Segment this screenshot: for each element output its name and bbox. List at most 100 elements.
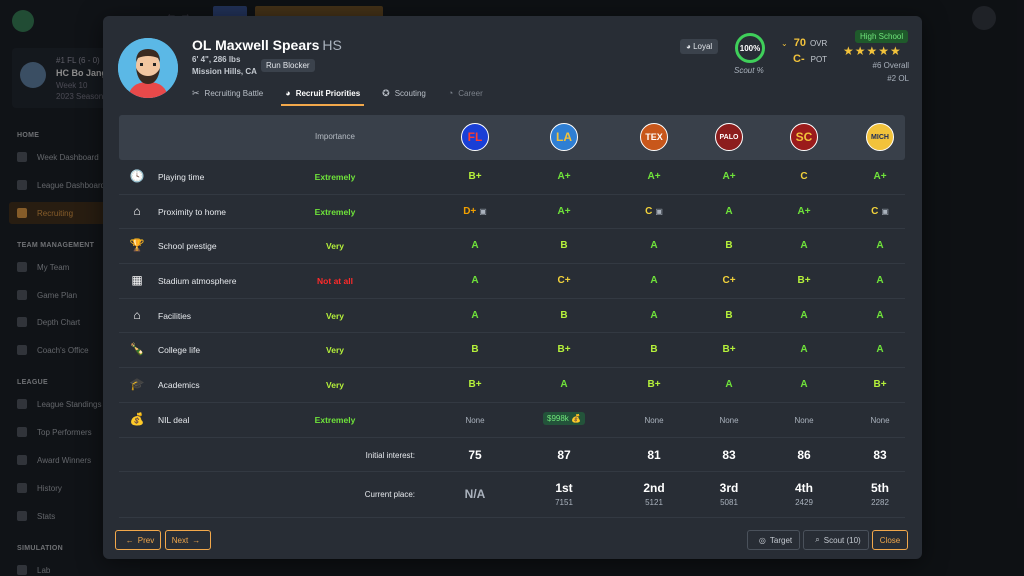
grade-cell: A	[850, 240, 910, 251]
player-hometown: Mission Hills, CA	[192, 67, 257, 76]
grade-value: A+	[797, 205, 811, 217]
grade-value: B	[725, 309, 733, 321]
grade-cell: A+	[534, 171, 594, 182]
nav-recruiting[interactable]: Recruiting	[9, 202, 133, 224]
initial-interest-row: Initial interest: 75 87 81 83 86 83	[119, 438, 905, 472]
grade-cell: None	[870, 415, 890, 425]
nav-label: Game Plan	[37, 290, 78, 300]
grade-cell: C ▣	[850, 206, 910, 217]
current-points-value: 2282	[871, 497, 889, 507]
grade-value: C+	[722, 275, 736, 287]
grade-cell: D+ ▣	[445, 206, 505, 217]
section-home: HOME	[17, 132, 40, 139]
trait-badge: ◕ Loyal	[680, 39, 719, 54]
nav-history[interactable]: History	[17, 477, 133, 499]
grade-cell: B+	[445, 379, 505, 390]
grade-cell: A	[850, 344, 910, 355]
grade-value: B	[560, 309, 568, 321]
initial-interest-value: 86	[797, 447, 811, 462]
tab-recruiting-battle[interactable]: ✂ Recruiting Battle	[192, 84, 263, 102]
importance-value: Very	[326, 241, 344, 252]
grade-cell: A	[699, 379, 759, 390]
grade-cell: None	[465, 415, 485, 425]
tab-career[interactable]: ◔ Career	[448, 84, 483, 102]
grade-cell: C	[774, 171, 834, 182]
nav-week-dashboard[interactable]: Week Dashboard	[17, 146, 133, 168]
player-avatar	[118, 38, 178, 98]
grade-value: A	[876, 240, 884, 252]
scout-label: Scout (10)	[823, 535, 861, 545]
grade-cell: A	[534, 379, 594, 390]
grade-cell: A	[774, 344, 834, 355]
importance-value: Extremely	[314, 414, 356, 425]
school-logo-tex[interactable]: TEX	[640, 123, 668, 151]
target-button[interactable]: ◎ Target	[747, 530, 800, 550]
grade-value: A	[650, 309, 658, 321]
priority-icon: 🏆	[129, 238, 145, 253]
school-logo-sc[interactable]: SC	[790, 123, 818, 151]
grade-value: A	[800, 309, 808, 321]
close-button[interactable]: Close	[872, 530, 908, 550]
grade-cell: B+	[699, 344, 759, 355]
school-logo-la[interactable]: LA	[550, 123, 578, 151]
arrow-right-icon: →	[192, 535, 201, 545]
award-icon	[17, 455, 27, 465]
trait-icon: ◕	[686, 42, 694, 51]
recruiting-icon	[17, 208, 27, 218]
grade-value: A	[876, 344, 884, 356]
coach-avatar	[20, 62, 46, 88]
grade-value: B	[725, 240, 733, 252]
table-row: ▦ Stadium atmosphere Not at all A C+ A C+ B+ A	[119, 264, 905, 299]
nil-offer-badge: $998k 💰	[543, 411, 585, 425]
season-label: 2023 Season	[56, 92, 104, 101]
priority-label: NIL deal	[158, 414, 190, 425]
standings-icon	[17, 399, 27, 409]
nav-depth-chart[interactable]: Depth Chart	[17, 311, 133, 333]
tv-icon: ▣	[881, 206, 889, 216]
nav-my-team[interactable]: My Team	[17, 256, 133, 278]
target-label: Target	[769, 535, 793, 545]
nav-label: League Standings	[37, 399, 102, 409]
grade-value: B+	[647, 379, 661, 391]
grade-value: B	[471, 344, 479, 356]
scout-button[interactable]: ⌕ Scout (10)	[803, 530, 869, 550]
nav-game-plan[interactable]: Game Plan	[17, 284, 133, 306]
prev-button[interactable]: ← Prev	[115, 530, 161, 550]
team-card[interactable]: #1 FL (6 - 0) HC Bo Jangle Week 10 2023 …	[12, 48, 130, 108]
grade-value: A+	[557, 205, 571, 217]
app-logo-icon	[12, 10, 34, 32]
school-logo-mich[interactable]: MICH	[866, 123, 894, 151]
nav-league-standings[interactable]: League Standings	[17, 393, 133, 415]
nav-lab[interactable]: Lab	[17, 559, 133, 576]
importance-value: Not at all	[317, 276, 353, 287]
dashboard-icon	[17, 180, 27, 190]
tab-scouting[interactable]: ✪ Scouting	[382, 84, 426, 102]
next-button[interactable]: Next →	[165, 530, 211, 550]
nav-league-dashboard[interactable]: League Dashboard	[17, 174, 133, 196]
tab-label: Scouting	[394, 88, 426, 98]
initial-interest-value: 81	[647, 447, 661, 462]
scout-percent-ring: 100%	[735, 33, 765, 63]
tab-recruit-priorities[interactable]: ◕ Recruit Priorities	[281, 84, 365, 106]
nav-top-performers[interactable]: Top Performers	[17, 421, 133, 443]
calendar-icon	[17, 152, 27, 162]
school-logo-palo[interactable]: PALO	[715, 123, 743, 151]
grade-cell: A	[850, 275, 910, 286]
section-simulation: SIMULATION	[17, 545, 64, 552]
nav-coachs-office[interactable]: Coach's Office	[17, 339, 133, 361]
nav-stats[interactable]: Stats	[17, 505, 133, 527]
school-logo-fl[interactable]: FL	[461, 123, 489, 151]
grade-value: A	[650, 275, 658, 287]
grade-value: A	[876, 275, 884, 287]
grade-value: B+	[468, 379, 482, 391]
importance-value: Very	[326, 380, 344, 391]
table-row: 🏆 School prestige Very A B A B A A	[119, 229, 905, 265]
importance-value: Very	[326, 345, 344, 356]
priority-label: Stadium atmosphere	[158, 276, 237, 287]
nav-award-winners[interactable]: Award Winners	[17, 449, 133, 471]
grade-cell: A	[699, 206, 759, 217]
grade-cell: B	[699, 310, 759, 321]
current-place-row: Current place: N/A 1st 7151 2nd 5121 3rd 5081 4…	[119, 472, 905, 518]
chevron-down-icon: ⌄	[781, 38, 788, 48]
priority-label: Academics	[158, 380, 200, 391]
